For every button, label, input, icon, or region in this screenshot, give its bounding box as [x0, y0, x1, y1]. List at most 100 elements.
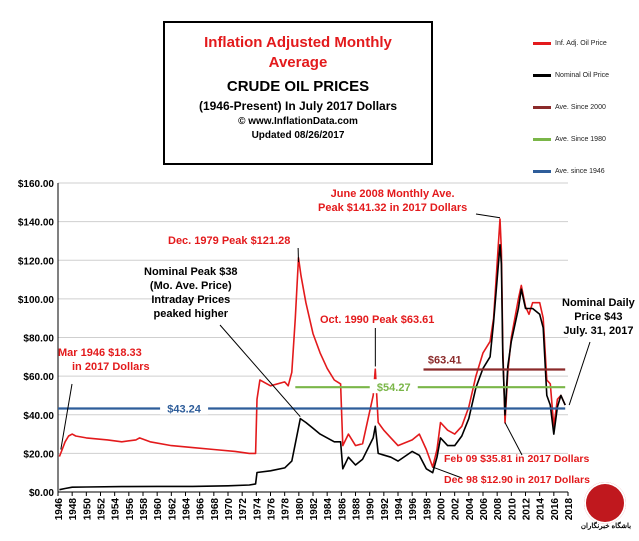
annotation-line: Nominal Peak $38 [144, 266, 238, 278]
x-tick-label: 2018 [564, 498, 575, 521]
chart-title-box: Inflation Adjusted Monthly Average CRUDE… [163, 21, 433, 165]
x-tick-label: 1956 [125, 498, 136, 521]
y-tick-label: $80.00 [23, 334, 54, 345]
x-tick-label: 1976 [267, 498, 278, 521]
x-tick-label: 2004 [465, 498, 476, 521]
legend-item-ave-2000: Ave. Since 2000 [533, 102, 637, 113]
legend-label: Nominal Oil Price [555, 72, 610, 79]
y-tick-label: $0.00 [29, 488, 54, 499]
annotation-feb09: Feb 09 $35.81 in 2017 Dollars [444, 453, 590, 465]
x-tick-label: 1990 [366, 498, 377, 521]
annotation-line: Mar 1946 $18.33 [58, 347, 142, 359]
legend-swatch [533, 74, 551, 77]
logo-emblem-icon [584, 482, 626, 524]
x-tick-label: 1958 [139, 498, 150, 521]
legend-item-ave-1980: Ave. Since 1980 [533, 134, 637, 145]
x-tick-label: 1992 [380, 498, 391, 521]
x-tick-label: 1968 [210, 498, 221, 521]
legend: Inf. Adj. Oil Price Nominal Oil Price Av… [533, 38, 637, 198]
y-tick-label: $140.00 [18, 218, 55, 229]
x-tick-label: 1960 [153, 498, 164, 521]
x-tick-label: 1978 [281, 498, 292, 521]
chart-title-line1: Inflation Adjusted Monthly [204, 34, 392, 51]
legend-swatch [533, 170, 551, 173]
annotation-line: peaked higher [153, 308, 229, 320]
logo-text: باشگاه خبرنگاران [580, 523, 632, 530]
annotation-arrow [568, 341, 591, 406]
x-tick-label: 2010 [507, 498, 518, 521]
annotation-oct1990: Oct. 1990 Peak $63.61 [320, 314, 435, 326]
line-label-bg [420, 351, 469, 366]
chart-title-line2: Average [268, 54, 328, 71]
chart-source: © www.InflationData.com [238, 116, 358, 127]
annotation-june2008: June 2008 Monthly Ave. Peak $141.32 in 2… [318, 187, 467, 215]
x-tick-label: 1984 [323, 498, 334, 521]
annotation-nominal-daily: Nominal Daily Price $43 July. 31, 2017 [562, 296, 635, 338]
news-agency-logo: باشگاه خبرنگاران [576, 478, 636, 538]
legend-swatch [533, 42, 551, 45]
legend-label: Ave. Since 1980 [555, 136, 606, 143]
x-tick-label: 2008 [493, 498, 504, 521]
annotation-nominal-peak: Nominal Peak $38 (Mo. Ave. Price) Intrad… [144, 265, 238, 321]
legend-item-ave-1946: Ave. since 1946 [533, 166, 637, 177]
y-tick-label: $100.00 [18, 295, 55, 306]
legend-item-nominal: Nominal Oil Price [533, 70, 637, 81]
line-label: $54.27 [377, 382, 411, 394]
x-tick-label: 1954 [111, 498, 122, 521]
x-tick-label: 2012 [522, 498, 533, 521]
legend-label: Inf. Adj. Oil Price [555, 40, 607, 47]
x-tick-label: 1982 [309, 498, 320, 521]
y-tick-label: $60.00 [23, 372, 54, 383]
x-tick-label: 1998 [422, 498, 433, 521]
annotation-mar1946: Mar 1946 $18.33 in 2017 Dollars [58, 346, 150, 374]
line-label: $43.24 [167, 403, 202, 415]
series-line-inf-adj-oil-price [58, 218, 566, 468]
x-tick-label: 1996 [408, 498, 419, 521]
annotation-line: Intraday Prices [151, 294, 231, 306]
chart-title-line4: (1946-Present) In July 2017 Dollars [198, 99, 398, 113]
x-tick-label: 2006 [479, 498, 490, 521]
chart-updated: Updated 08/26/2017 [251, 130, 345, 141]
x-tick-label: 2002 [451, 498, 462, 521]
x-tick-label: 1966 [196, 498, 207, 521]
x-tick-label: 2000 [437, 498, 448, 521]
x-tick-label: 1994 [394, 498, 405, 521]
annotation-line: in 2017 Dollars [72, 361, 150, 373]
x-tick-label: 2014 [536, 498, 547, 521]
x-tick-label: 2016 [550, 498, 561, 521]
x-tick-label: 1952 [97, 498, 108, 521]
chart-title-line3: CRUDE OIL PRICES [226, 78, 370, 95]
annotation-line: Nominal Daily [562, 297, 635, 309]
annotation-arrow [60, 383, 73, 450]
annotation-line: June 2008 Monthly Ave. [330, 188, 455, 200]
annotation-line: (Mo. Ave. Price) [149, 280, 232, 292]
x-tick-label: 1948 [68, 498, 79, 521]
annotation-arrow [432, 466, 463, 479]
series-line-nominal-oil-price [59, 244, 566, 491]
y-tick-label: $20.00 [23, 449, 54, 460]
x-tick-label: 1962 [167, 498, 178, 521]
annotation-arrow [475, 213, 501, 219]
y-tick-label: $40.00 [23, 411, 54, 422]
annotation-arrow [504, 422, 523, 456]
x-tick-label: 1946 [54, 498, 65, 521]
annotation-dec98: Dec 98 $12.90 in 2017 Dollars [444, 474, 590, 486]
y-tick-label: $120.00 [18, 256, 55, 267]
annotation-arrow [219, 324, 301, 418]
annotation-line: July. 31, 2017 [563, 325, 634, 337]
line-label: $63.41 [428, 355, 462, 367]
annotation-line: Peak $141.32 in 2017 Dollars [318, 202, 468, 214]
line-label-bg [160, 400, 209, 415]
x-tick-label: 1972 [238, 498, 249, 521]
x-tick-label: 1950 [82, 498, 93, 521]
x-tick-label: 1988 [352, 498, 363, 521]
legend-swatch [533, 138, 551, 141]
x-tick-label: 1974 [252, 498, 263, 521]
x-tick-label: 1980 [295, 498, 306, 521]
x-tick-label: 1970 [224, 498, 235, 521]
x-tick-label: 1964 [182, 498, 193, 521]
x-tick-label: 1986 [337, 498, 348, 521]
y-tick-label: $160.00 [18, 179, 55, 190]
annotation-dec1979: Dec. 1979 Peak $121.28 [168, 235, 291, 247]
